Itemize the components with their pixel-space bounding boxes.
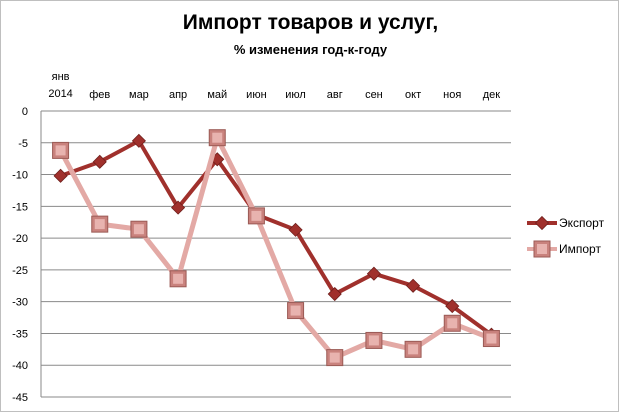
data-point-export bbox=[53, 168, 68, 183]
x-tick-label: окт bbox=[405, 89, 421, 101]
data-point-highlight-import bbox=[408, 344, 419, 355]
series-line-import bbox=[58, 135, 493, 361]
data-point-export bbox=[406, 278, 421, 293]
data-point-highlight-import bbox=[212, 132, 223, 143]
data-point-highlight-import bbox=[251, 210, 262, 221]
x-tick-label: фев bbox=[89, 89, 110, 101]
data-point-export bbox=[327, 286, 342, 302]
chart-title: Импорт товаров и услуг, bbox=[182, 11, 439, 34]
x-tick-label: мар bbox=[129, 89, 149, 101]
x-tick-label: янв 2014 bbox=[48, 71, 72, 100]
data-point-highlight-import bbox=[329, 352, 340, 363]
legend-item-import: Импорт bbox=[527, 240, 601, 258]
data-point-export bbox=[92, 154, 107, 169]
y-tick-label: -15 bbox=[12, 201, 28, 213]
series-import bbox=[52, 129, 500, 367]
x-tick-label: май bbox=[207, 89, 227, 101]
y-tick-label: -30 bbox=[12, 297, 28, 309]
data-point-highlight-import bbox=[447, 318, 458, 329]
data-point-export bbox=[288, 222, 303, 237]
y-tick-label: -25 bbox=[12, 265, 28, 277]
data-point-export bbox=[131, 133, 146, 148]
data-point-highlight-import bbox=[368, 335, 379, 346]
x-tick-label: дек bbox=[483, 89, 501, 101]
y-tick-label: -40 bbox=[12, 360, 28, 372]
chart-subtitle: % изменения год-к-году bbox=[233, 42, 388, 57]
data-point-highlight-import bbox=[133, 224, 144, 235]
x-tick-label: июл bbox=[285, 89, 306, 101]
data-point-highlight-import bbox=[486, 333, 497, 344]
legend-label: Экспорт bbox=[559, 216, 605, 230]
data-point-highlight-import bbox=[55, 145, 66, 156]
x-tick-label: ноя bbox=[443, 89, 461, 101]
y-tick-label: -10 bbox=[12, 170, 28, 182]
y-tick-label: -35 bbox=[12, 328, 28, 340]
legend-label: Импорт bbox=[559, 242, 601, 256]
y-tick-label: -20 bbox=[12, 233, 28, 245]
x-tick-label: июн bbox=[246, 89, 266, 101]
data-point-export bbox=[445, 299, 460, 314]
data-point-legend bbox=[534, 215, 550, 231]
data-point-highlight-import bbox=[94, 219, 105, 230]
x-tick-label: апр bbox=[169, 89, 187, 101]
data-point-highlight-import bbox=[290, 305, 301, 316]
y-tick-label: -45 bbox=[12, 392, 28, 404]
data-point-export bbox=[366, 266, 381, 281]
y-tick-label: 0 bbox=[22, 106, 28, 118]
data-point-highlight-import bbox=[173, 273, 184, 284]
data-point-export bbox=[171, 200, 186, 215]
x-tick-label: авг bbox=[327, 89, 343, 101]
data-point-highlight-legend bbox=[537, 244, 547, 254]
x-tick-label: сен bbox=[365, 89, 383, 101]
y-tick-label: -5 bbox=[18, 138, 28, 150]
legend-item-export: Экспорт bbox=[527, 215, 605, 231]
series-line-export bbox=[59, 138, 493, 337]
